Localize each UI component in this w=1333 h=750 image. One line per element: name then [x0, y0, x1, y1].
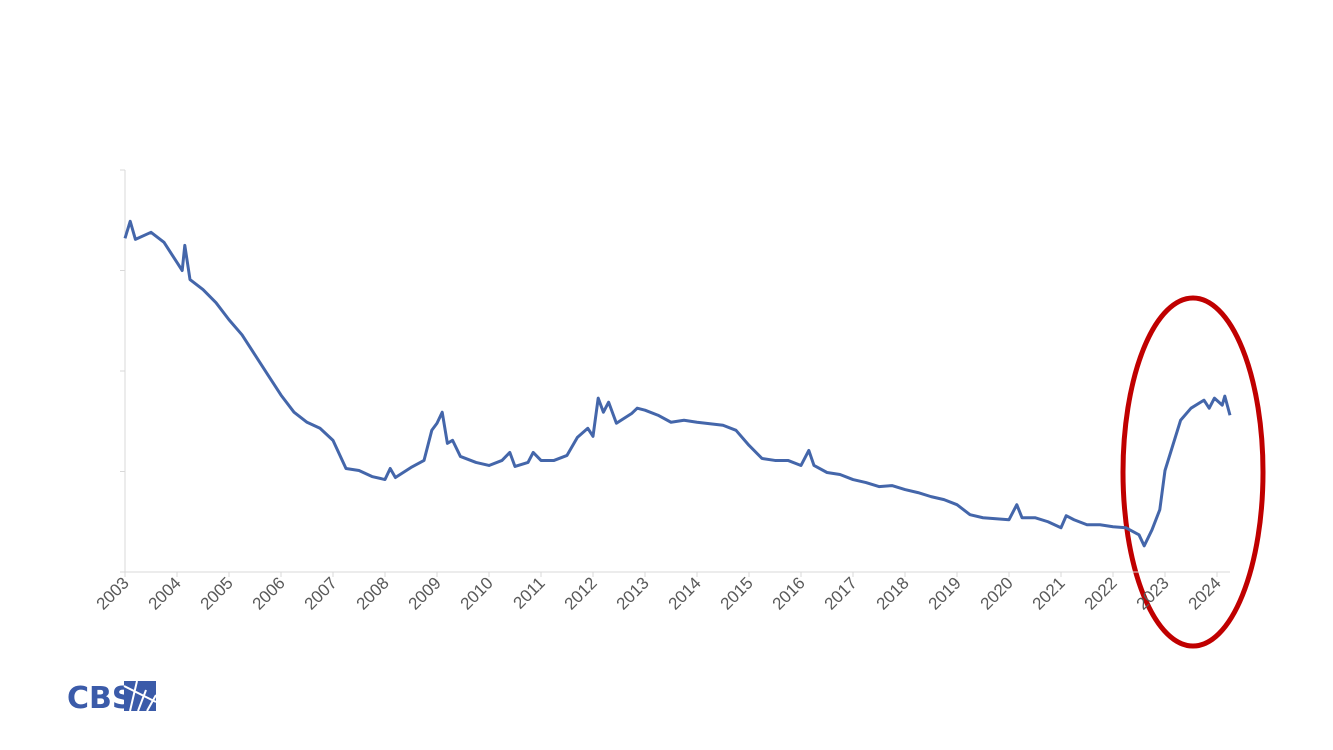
x-tick-label: 2018	[873, 573, 913, 613]
logo-icon-lines	[123, 680, 157, 712]
x-tick-label: 2020	[977, 573, 1017, 613]
x-tick-label: 2007	[301, 573, 341, 613]
x-tick-label: 2022	[1081, 573, 1121, 613]
x-tick-label: 2012	[561, 573, 601, 613]
data-line	[123, 219, 1232, 548]
x-tick-label: 2009	[405, 573, 445, 613]
x-tick-label: 2019	[925, 573, 965, 613]
x-tick-label: 2010	[457, 573, 497, 613]
x-tick-label: 2016	[769, 573, 809, 613]
highlight-ellipse	[1120, 295, 1266, 649]
logo: CBS	[67, 680, 157, 716]
x-tick-label: 2013	[613, 573, 653, 613]
x-tick-label: 2024	[1185, 573, 1225, 613]
x-tick-label: 2004	[145, 573, 185, 613]
logo-text: CBS	[67, 681, 134, 716]
x-tick-label: 2003	[93, 573, 133, 613]
x-tick-label: 2006	[249, 573, 289, 613]
x-tick-label: 2017	[821, 573, 861, 613]
x-tick-label: 2014	[665, 573, 705, 613]
x-tick-label: 2005	[197, 573, 237, 613]
x-tick-label: 2011	[510, 573, 549, 612]
x-tick-label: 2015	[717, 573, 757, 613]
x-tick-label: 2008	[353, 573, 393, 613]
x-tick-label: 2021	[1029, 573, 1069, 613]
